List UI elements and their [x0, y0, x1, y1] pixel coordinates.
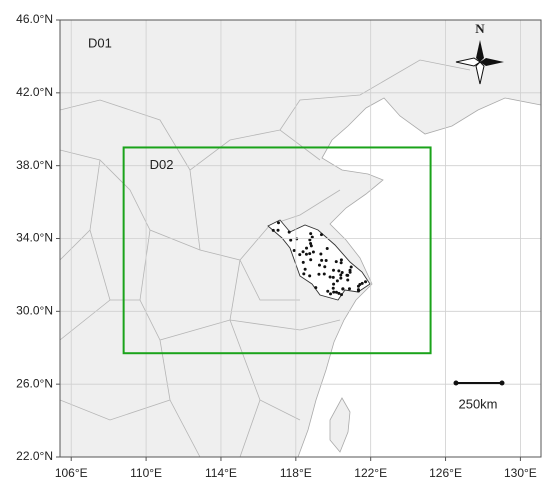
station-dot — [319, 252, 323, 256]
station-dot — [276, 228, 280, 232]
station-dot — [309, 242, 313, 246]
station-dot — [323, 265, 327, 269]
x-tick-label: 118°E — [280, 466, 312, 480]
station-dot — [348, 268, 352, 272]
station-dot — [349, 265, 353, 269]
y-tick-label: 42.0°N — [16, 85, 53, 99]
taiwan — [329, 397, 351, 453]
province-borders — [60, 59, 471, 457]
station-dot — [331, 275, 335, 279]
station-dot — [358, 282, 362, 286]
station-dot — [324, 259, 328, 263]
domain-label: D01 — [88, 35, 112, 50]
station-dot — [340, 271, 344, 275]
station-dot — [287, 230, 291, 234]
station-dot — [308, 252, 312, 256]
y-tick-label: 38.0°N — [16, 158, 53, 172]
station-dot — [310, 235, 314, 239]
station-dot — [332, 290, 336, 294]
station-dot — [314, 286, 318, 290]
station-dot — [301, 260, 305, 264]
scale-label: 250km — [458, 396, 497, 411]
station-dot — [309, 244, 313, 248]
x-tick-label: 106°E — [55, 466, 88, 480]
x-tick-label: 126°E — [429, 466, 462, 480]
station-dot — [357, 289, 361, 293]
station-dot — [289, 238, 293, 242]
station-dot — [331, 286, 335, 290]
station-dot — [298, 253, 302, 257]
station-dot — [326, 289, 330, 293]
y-tick-label: 22.0°N — [16, 449, 53, 463]
station-dot — [305, 246, 309, 250]
station-dot — [311, 250, 315, 254]
station-dot — [339, 273, 343, 277]
station-dot — [271, 228, 275, 232]
station-dot — [328, 275, 332, 279]
station-dot — [325, 246, 329, 250]
station-dot — [347, 287, 351, 291]
domain-box — [122, 146, 432, 355]
station-dot — [332, 282, 336, 286]
station-dot — [317, 263, 321, 267]
x-tick-label: 110°E — [130, 466, 162, 480]
sea — [297, 97, 541, 457]
station-dot — [301, 250, 305, 254]
station-dot — [339, 261, 343, 265]
north-arrow: N — [455, 21, 504, 85]
station-dot — [317, 272, 321, 276]
station-dot — [319, 233, 323, 237]
station-dot — [320, 258, 324, 262]
station-dot — [339, 293, 343, 297]
station-dot — [337, 269, 341, 273]
station-dot — [304, 252, 308, 256]
x-tick-label: 122°E — [354, 466, 387, 480]
y-tick-label: 34.0°N — [16, 231, 53, 245]
station-dot — [346, 278, 350, 282]
station-dot — [303, 267, 307, 271]
station-dot — [308, 238, 312, 242]
y-tick-label: 26.0°N — [16, 376, 53, 390]
north-label: N — [475, 21, 485, 36]
station-dot — [364, 280, 368, 284]
station-dot — [276, 221, 280, 225]
station-dot — [309, 258, 313, 262]
station-dot — [302, 272, 306, 276]
station-dot — [341, 287, 345, 291]
station-dot — [308, 274, 312, 278]
y-tick-label: 46.0°N — [16, 12, 53, 26]
axis-labels: 106°E 110°E 114°E 118°E 122°E 126°E 130°E 22.0°… — [16, 12, 537, 480]
scale-bar: 250km — [453, 380, 505, 411]
station-dot — [322, 272, 326, 276]
station-dot — [292, 248, 296, 252]
station-dot — [334, 290, 338, 294]
station-dot — [360, 281, 364, 285]
domain-label: D02 — [150, 157, 174, 172]
station-dot — [346, 273, 350, 277]
station-dot — [339, 258, 343, 262]
station-dot — [309, 232, 313, 236]
station-dot — [332, 268, 336, 272]
station-dot — [337, 291, 341, 295]
x-tick-label: 114°E — [205, 466, 237, 480]
x-tick-label: 130°E — [504, 466, 537, 480]
y-tick-label: 30.0°N — [16, 304, 53, 318]
station-dot — [339, 276, 343, 280]
station-dot — [329, 292, 333, 296]
station-dot — [335, 279, 339, 283]
station-dot — [334, 260, 338, 264]
